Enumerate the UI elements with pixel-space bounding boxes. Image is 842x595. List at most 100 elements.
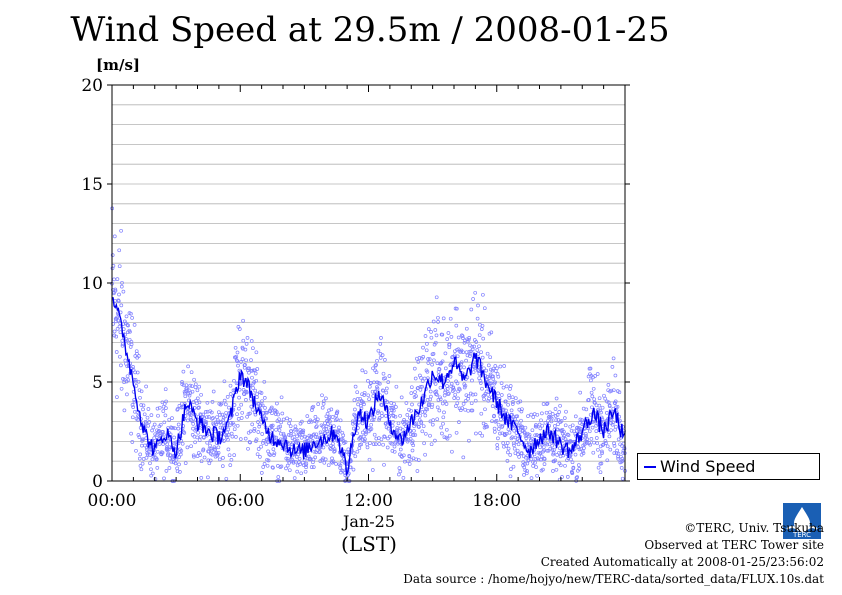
data-point <box>201 412 206 417</box>
data-point <box>557 450 561 455</box>
data-point <box>538 426 543 431</box>
data-point <box>563 423 568 428</box>
data-point <box>381 371 386 376</box>
data-point <box>244 390 249 395</box>
data-point <box>115 327 120 331</box>
data-point <box>460 334 465 338</box>
data-point <box>210 452 215 457</box>
data-point <box>182 383 186 388</box>
data-point <box>619 466 624 470</box>
credit-created: Created Automatically at 2008-01-25/23:5… <box>540 555 824 569</box>
data-point <box>240 410 245 415</box>
data-point <box>313 415 318 419</box>
data-point <box>285 463 290 468</box>
data-point <box>226 447 231 452</box>
data-point <box>486 398 491 403</box>
data-point <box>424 348 429 353</box>
data-point <box>229 458 234 462</box>
data-point <box>411 433 416 437</box>
data-point <box>155 466 160 470</box>
data-point <box>457 387 462 392</box>
data-point <box>261 438 266 443</box>
data-point <box>516 442 521 447</box>
data-point <box>421 355 426 359</box>
data-point <box>139 467 144 472</box>
data-point <box>251 386 255 390</box>
data-point <box>426 327 431 331</box>
data-point <box>483 407 487 412</box>
data-point <box>436 315 440 320</box>
data-point <box>301 430 305 435</box>
data-point <box>332 449 336 454</box>
data-point <box>117 264 122 269</box>
data-point <box>331 459 336 464</box>
data-point <box>361 400 366 405</box>
data-point <box>224 410 228 415</box>
data-point <box>232 378 236 383</box>
data-point <box>249 358 253 362</box>
data-point <box>243 347 248 352</box>
data-point <box>303 469 308 474</box>
data-point <box>511 464 516 469</box>
data-point <box>473 290 478 295</box>
data-point <box>562 416 567 420</box>
data-point <box>470 378 474 383</box>
data-point <box>299 435 304 440</box>
data-point <box>178 470 182 474</box>
data-point <box>512 446 517 451</box>
data-point <box>371 394 376 398</box>
data-point <box>587 429 592 434</box>
data-point <box>417 425 421 429</box>
data-point <box>262 396 267 400</box>
logo-text: TERC <box>792 531 811 539</box>
data-point <box>355 390 360 395</box>
data-point <box>139 389 144 394</box>
data-point <box>171 425 176 430</box>
data-point <box>372 415 377 420</box>
data-point <box>148 461 152 466</box>
data-point <box>202 455 207 460</box>
data-point <box>603 396 608 401</box>
data-point <box>501 441 506 445</box>
data-point <box>158 422 163 427</box>
data-point <box>541 467 545 472</box>
data-point <box>555 413 560 417</box>
data-point <box>297 460 301 464</box>
data-point <box>437 408 442 413</box>
data-point <box>550 443 555 448</box>
data-point <box>438 385 443 390</box>
data-point <box>440 431 444 436</box>
data-point <box>480 355 485 360</box>
data-point <box>155 449 160 454</box>
data-point <box>467 438 471 443</box>
data-point <box>272 451 277 456</box>
data-point <box>254 350 259 355</box>
data-point <box>421 345 425 350</box>
data-point <box>444 427 449 432</box>
data-point <box>615 448 619 453</box>
data-point <box>482 306 487 311</box>
data-point <box>232 403 237 407</box>
data-point <box>193 385 198 390</box>
data-point <box>314 432 319 437</box>
data-point <box>526 414 530 418</box>
data-point <box>455 354 460 359</box>
data-point <box>121 289 126 294</box>
data-point <box>164 469 169 473</box>
data-point <box>357 446 362 451</box>
data-point <box>590 394 595 399</box>
data-point <box>558 446 562 451</box>
data-point <box>179 449 184 453</box>
data-point <box>128 329 132 334</box>
data-point <box>613 373 618 378</box>
data-point <box>447 342 452 347</box>
y-tick-label: 5 <box>92 373 103 393</box>
data-point <box>509 408 514 413</box>
data-point <box>288 424 293 429</box>
data-point <box>115 395 119 399</box>
data-point <box>144 384 148 389</box>
data-point <box>306 439 311 443</box>
data-point <box>210 400 215 404</box>
data-point <box>392 444 397 449</box>
data-point <box>373 389 378 394</box>
